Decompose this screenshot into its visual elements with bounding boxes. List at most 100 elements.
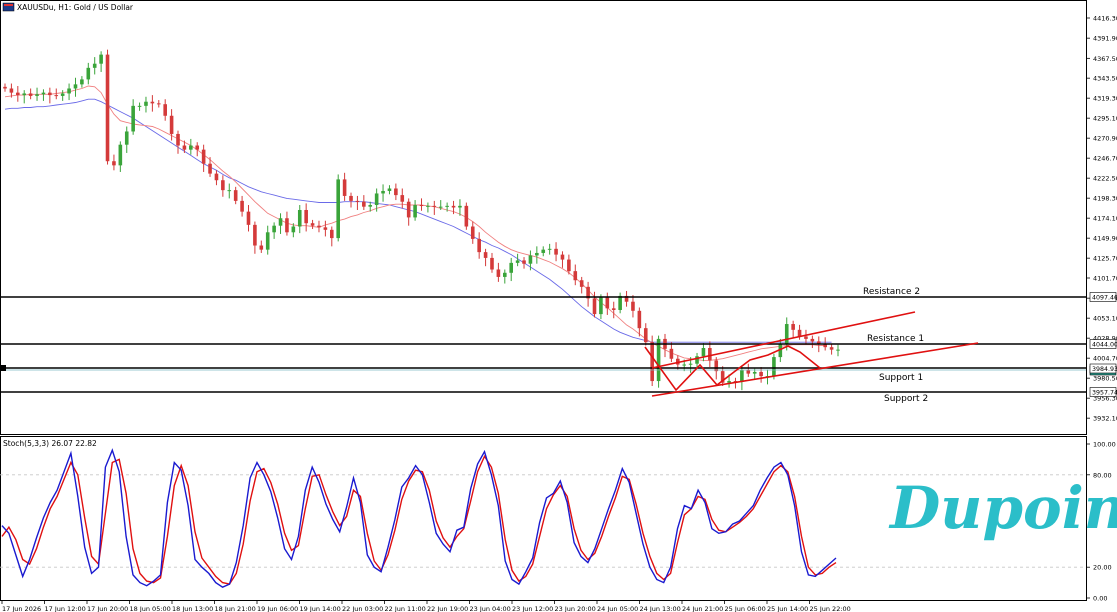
candle[interactable]	[156, 100, 161, 108]
candle[interactable]	[791, 320, 795, 339]
candle[interactable]	[336, 174, 340, 242]
candle[interactable]	[304, 203, 308, 232]
candle[interactable]	[573, 264, 578, 286]
candle[interactable]	[483, 248, 488, 267]
candle[interactable]	[73, 77, 78, 97]
candle[interactable]	[265, 225, 270, 255]
candle[interactable]	[9, 83, 14, 98]
level-support-1[interactable]: Support 1	[0, 365, 1086, 383]
candle[interactable]	[829, 343, 834, 355]
candle[interactable]	[458, 199, 462, 216]
candle[interactable]	[291, 223, 296, 238]
candle[interactable]	[611, 301, 616, 319]
price-pane[interactable]	[0, 0, 1087, 435]
candle[interactable]	[41, 89, 46, 101]
candle[interactable]	[54, 88, 59, 100]
candle[interactable]	[618, 292, 622, 314]
candle[interactable]	[701, 343, 706, 362]
candle[interactable]	[246, 205, 251, 232]
candle[interactable]	[253, 221, 257, 254]
candle[interactable]	[445, 202, 449, 212]
candle[interactable]	[362, 195, 366, 210]
candle[interactable]	[669, 342, 674, 363]
candle[interactable]	[329, 226, 334, 247]
candle[interactable]	[477, 232, 481, 259]
candle[interactable]	[740, 365, 744, 391]
candle[interactable]	[112, 154, 116, 171]
candle[interactable]	[124, 126, 129, 153]
candle[interactable]	[195, 142, 200, 157]
candle[interactable]	[131, 99, 135, 135]
candle[interactable]	[349, 192, 353, 208]
candle[interactable]	[3, 83, 7, 92]
candle[interactable]	[28, 88, 33, 100]
candle[interactable]	[650, 335, 654, 387]
candle[interactable]	[48, 87, 52, 104]
candle[interactable]	[137, 102, 142, 111]
candle[interactable]	[163, 99, 167, 121]
candle[interactable]	[221, 175, 225, 197]
candle[interactable]	[240, 195, 244, 217]
candle[interactable]	[432, 200, 437, 215]
candle[interactable]	[368, 201, 373, 212]
candle[interactable]	[419, 198, 424, 211]
candle[interactable]	[16, 86, 20, 102]
candle[interactable]	[99, 51, 103, 72]
candle[interactable]	[438, 200, 443, 210]
candle[interactable]	[118, 141, 123, 172]
candle[interactable]	[342, 172, 347, 201]
candle[interactable]	[381, 184, 385, 202]
candle[interactable]	[92, 57, 97, 75]
candle[interactable]	[105, 49, 110, 165]
candle[interactable]	[80, 76, 84, 88]
candle[interactable]	[836, 344, 840, 357]
candle[interactable]	[695, 352, 699, 368]
candle[interactable]	[144, 96, 148, 113]
candle[interactable]	[189, 138, 193, 155]
candle[interactable]	[567, 254, 571, 275]
candles[interactable]	[3, 49, 840, 391]
candle[interactable]	[214, 170, 219, 186]
candle[interactable]	[182, 140, 187, 153]
candle[interactable]	[720, 366, 725, 387]
candle[interactable]	[778, 338, 783, 363]
candle[interactable]	[579, 276, 584, 294]
candle[interactable]	[592, 291, 597, 318]
candle[interactable]	[387, 185, 392, 195]
candle[interactable]	[515, 253, 520, 267]
candle[interactable]	[323, 220, 328, 237]
candle[interactable]	[201, 144, 206, 172]
candle[interactable]	[637, 307, 642, 337]
candle[interactable]	[233, 186, 238, 205]
candle[interactable]	[599, 294, 603, 320]
candle[interactable]	[176, 130, 180, 154]
level-resistance-2[interactable]: Resistance 2	[0, 287, 1086, 298]
triangle-pattern[interactable]	[644, 311, 979, 397]
candle[interactable]	[624, 290, 629, 307]
candle[interactable]	[554, 242, 558, 262]
candle[interactable]	[503, 269, 507, 284]
candle[interactable]	[784, 317, 789, 351]
candle[interactable]	[509, 257, 514, 282]
candle[interactable]	[464, 202, 469, 230]
candle[interactable]	[426, 202, 430, 213]
candle[interactable]	[86, 62, 91, 85]
candle[interactable]	[67, 83, 71, 101]
candle[interactable]	[400, 188, 405, 209]
candle[interactable]	[310, 219, 315, 229]
candle[interactable]	[535, 246, 539, 264]
candle[interactable]	[470, 221, 475, 244]
candle[interactable]	[528, 250, 533, 271]
candle[interactable]	[631, 295, 635, 318]
candle[interactable]	[355, 195, 360, 210]
candle[interactable]	[374, 188, 379, 212]
candle[interactable]	[708, 341, 712, 368]
candle[interactable]	[804, 329, 808, 344]
candle[interactable]	[22, 90, 27, 104]
candle[interactable]	[227, 183, 232, 199]
candle[interactable]	[490, 252, 494, 273]
candle[interactable]	[810, 335, 815, 348]
candle[interactable]	[278, 213, 283, 234]
candle[interactable]	[317, 220, 321, 233]
candle[interactable]	[522, 257, 526, 269]
